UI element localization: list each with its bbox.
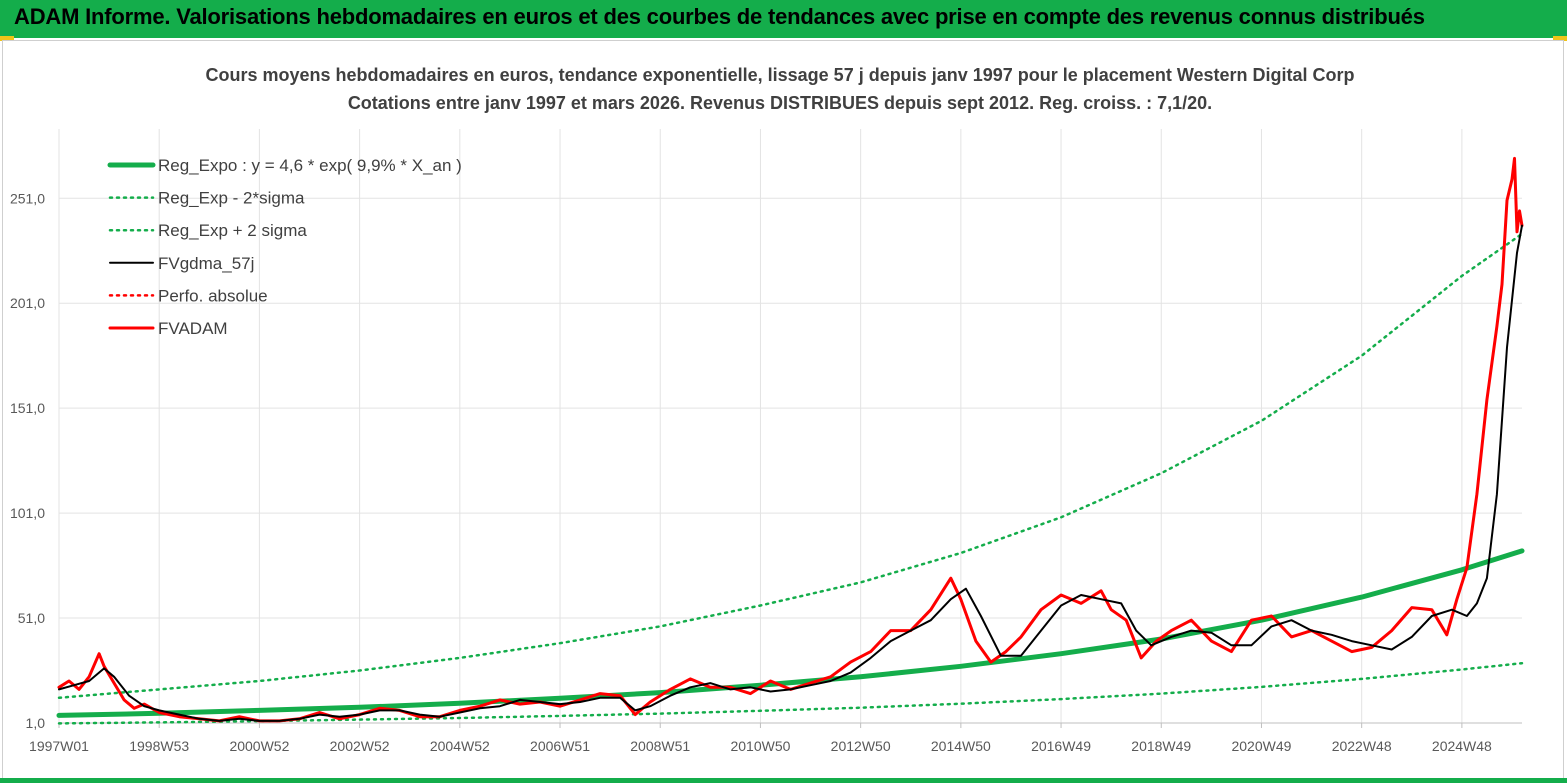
x-tick-label: 1997W01 <box>29 738 89 754</box>
x-tick-label: 1998W53 <box>129 738 189 754</box>
series-line-2 <box>57 232 1524 700</box>
x-tick-label: 2020W49 <box>1231 738 1291 754</box>
x-tick-label: 2004W52 <box>430 738 490 754</box>
series-line-3 <box>58 224 1523 722</box>
header-banner: ADAM Informe. Valorisations hebdomadaire… <box>0 0 1567 38</box>
grid <box>58 129 1522 724</box>
x-tick-label: 2014W50 <box>931 738 991 754</box>
y-tick-label: 151,0 <box>10 400 45 416</box>
chart: 1,0 51,0 101,0 151,0 201,0 251,0 1997W01 1998W5… <box>10 65 1525 754</box>
series-line-0 <box>56 548 1525 718</box>
x-tick-label: 2016W49 <box>1031 738 1091 754</box>
x-tick-label: 2022W48 <box>1332 738 1392 754</box>
bottom-bar <box>0 778 1567 783</box>
y-tick-label: 101,0 <box>10 505 45 521</box>
y-tick-label: 251,0 <box>10 190 45 206</box>
x-tick-label: 2012W50 <box>831 738 891 754</box>
x-tick-label: 2018W49 <box>1131 738 1191 754</box>
legend-label: Reg_Exp + 2 sigma <box>158 221 307 240</box>
y-tick-label: 51,0 <box>18 610 45 626</box>
legend-label: Reg_Expo : y = 4,6 * exp( 9,9% * X_an ) <box>158 156 462 175</box>
series <box>56 156 1525 725</box>
legend-label: FVgdma_57j <box>158 254 254 273</box>
page-title: ADAM Informe. Valorisations hebdomadaire… <box>14 4 1425 29</box>
legend-label: Reg_Exp - 2*sigma <box>158 189 305 208</box>
series-line-1 <box>57 661 1524 725</box>
axes: 1,0 51,0 101,0 151,0 201,0 251,0 1997W01 1998W5… <box>10 190 1522 754</box>
chart-titles: Cours moyens hebdomadaires en euros, ten… <box>205 65 1354 113</box>
legend-label: FVADAM <box>158 319 228 338</box>
x-tick-label: 2006W51 <box>530 738 590 754</box>
chart-frame: 1,0 51,0 101,0 151,0 201,0 251,0 1997W01 1998W5… <box>2 40 1564 780</box>
corner-mark-left <box>0 36 14 41</box>
corner-mark-right <box>1553 36 1567 41</box>
legend-label: Perfo. absolue <box>158 286 268 305</box>
y-tick-label: 201,0 <box>10 295 45 311</box>
x-tick-label: 2000W52 <box>229 738 289 754</box>
legend: Reg_Expo : y = 4,6 * exp( 9,9% * X_an ) R… <box>107 156 462 338</box>
chart-title: Cours moyens hebdomadaires en euros, ten… <box>205 65 1354 85</box>
x-tick-label: 2008W51 <box>630 738 690 754</box>
chart-subtitle: Cotations entre janv 1997 et mars 2026. … <box>348 93 1212 113</box>
x-tick-label: 2010W50 <box>730 738 790 754</box>
series-line-5 <box>57 156 1524 723</box>
x-tick-label: 2024W48 <box>1432 738 1492 754</box>
y-tick-label: 1,0 <box>26 715 46 731</box>
x-tick-label: 2002W52 <box>330 738 390 754</box>
